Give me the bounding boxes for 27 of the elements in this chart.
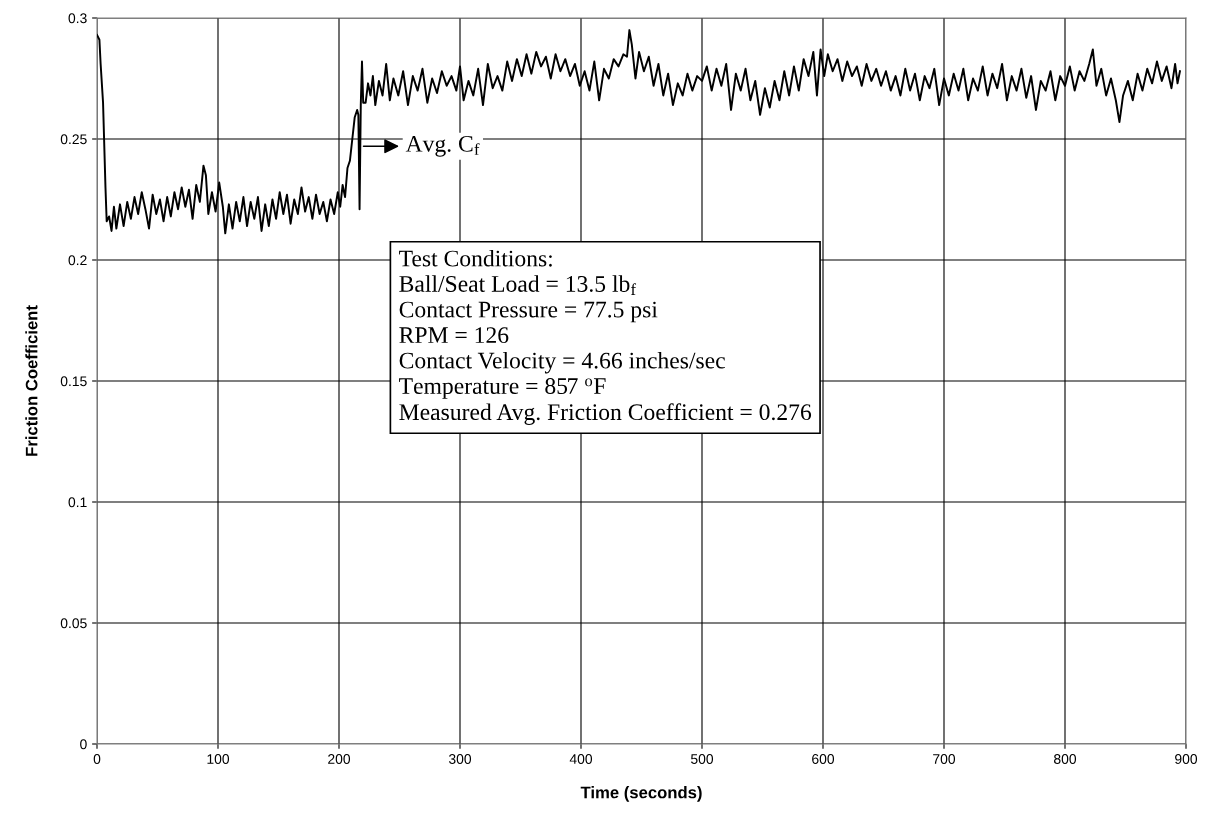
x-tick-label: 400 [569, 754, 593, 764]
y-tick-label: 0 [80, 739, 87, 750]
x-tick-label: 900 [1175, 754, 1198, 764]
y-axis-title: Friction Coefficient [25, 305, 38, 456]
x-tick-label: 300 [448, 754, 472, 764]
x-tick-label: 500 [690, 754, 714, 764]
x-tick-label: 600 [812, 754, 835, 764]
x-tick-label: 200 [328, 754, 351, 764]
y-tick-label: 0.2 [68, 255, 87, 266]
y-tick-label: 0.1 [68, 497, 87, 508]
annotation: Avg. C$_{f}$ [405, 135, 480, 157]
x-axis-title: Time (seconds) [580, 786, 702, 802]
annotation: Measured Avg. Friction Coefficient = 0.276 [399, 403, 812, 425]
x-tick-label: 800 [1054, 754, 1077, 764]
x-tick-label: 700 [933, 754, 956, 764]
y-tick-label: 0.05 [60, 618, 87, 629]
x-tick-label: 100 [207, 754, 230, 764]
y-tick-label: 0.3 [68, 13, 87, 24]
annotation: Contact Velocity = 4.66 inches/sec [399, 351, 725, 374]
y-tick-label: 0.15 [60, 376, 87, 387]
annotation: Contact Pressure = 77.5 psi [399, 301, 658, 323]
annotation: Ball/Seat Load = 13.5 lb$_{f}$ [399, 275, 637, 295]
y-tick-label: 0.25 [60, 134, 87, 145]
annotation: RPM = 126 [399, 327, 509, 344]
annotation: Temperature = 857 $^{o}$F [399, 378, 606, 399]
x-tick-label: 0 [93, 754, 101, 764]
annotation: Test Conditions: [399, 249, 552, 267]
